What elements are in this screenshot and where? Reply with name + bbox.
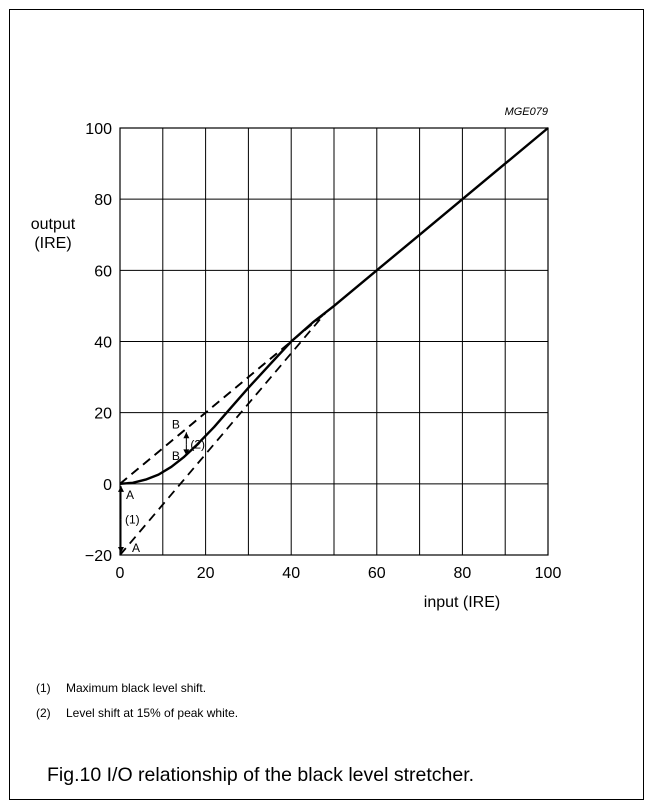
note-2-text: Level shift at 15% of peak white. <box>66 706 239 720</box>
y-tick-label--20: −20 <box>85 548 112 565</box>
arrow-1-down-head <box>118 547 124 553</box>
series-line-3 <box>119 312 326 485</box>
note-2: (2) Level shift at 15% of peak white. <box>36 706 238 720</box>
y-tick-label-20: 20 <box>94 406 112 423</box>
arrow-2-up-head <box>183 432 190 439</box>
arrow-1-up-head <box>118 485 124 492</box>
annotation-a-top: A <box>126 488 134 502</box>
series-line-2 <box>119 312 327 556</box>
figure-code: MGE079 <box>505 106 548 118</box>
note-1-text: Maximum black level shift. <box>66 681 207 695</box>
note-1-num: (1) <box>36 681 51 695</box>
annotation-1: (1) <box>125 512 140 526</box>
annotation-a-bottom: A <box>132 541 140 555</box>
figure-frame <box>9 9 644 800</box>
y-tick-label-80: 80 <box>94 192 112 209</box>
annotation-2: (2) <box>190 438 205 452</box>
note-1: (1) Maximum black level shift. <box>36 681 206 695</box>
annotation-b-top: B <box>172 417 180 431</box>
y-axis-label-line1: output <box>31 216 76 233</box>
annotation-b-bottom: B <box>172 449 180 463</box>
x-axis-label: input (IRE) <box>424 594 500 611</box>
x-tick-label-40: 40 <box>282 565 300 582</box>
y-axis-label-line2: (IRE) <box>34 235 71 252</box>
y-tick-label-100: 100 <box>85 121 112 138</box>
plot-border <box>119 127 549 556</box>
y-tick-label-60: 60 <box>94 263 112 280</box>
note-2-num: (2) <box>36 706 51 720</box>
arrow-2-down-head <box>183 449 190 456</box>
x-tick-label-80: 80 <box>454 565 472 582</box>
x-tick-label-60: 60 <box>368 565 386 582</box>
figure-caption: Fig.10 I/O relationship of the black lev… <box>47 764 475 786</box>
x-tick-label-100: 100 <box>535 565 562 582</box>
x-tick-label-0: 0 <box>116 565 125 582</box>
x-tick-label-20: 20 <box>197 565 215 582</box>
y-tick-label-40: 40 <box>94 335 112 352</box>
series-line-0 <box>119 127 549 485</box>
y-tick-label-0: 0 <box>103 477 112 494</box>
